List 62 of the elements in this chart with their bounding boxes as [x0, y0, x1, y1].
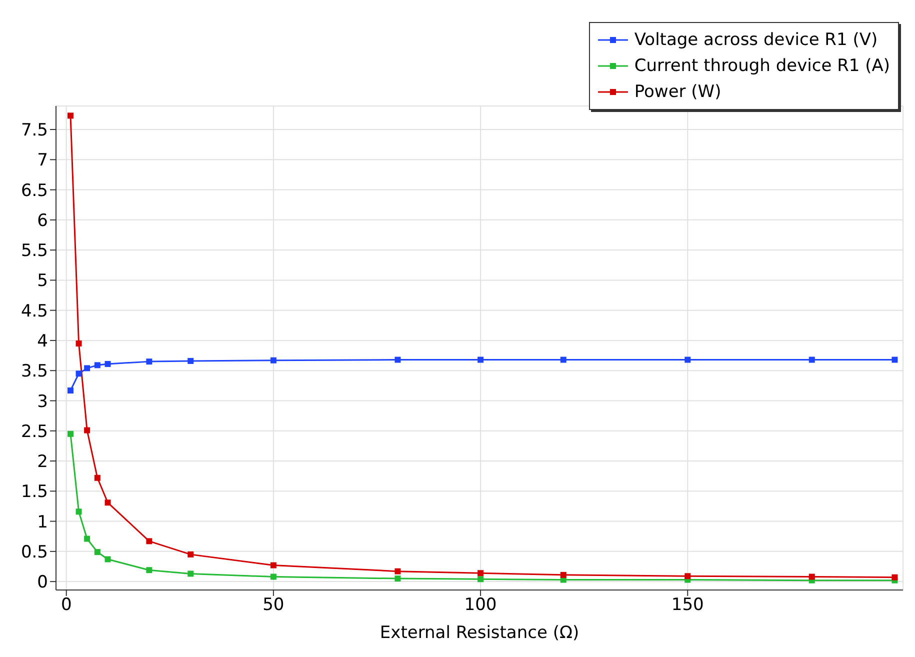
y-tick-label: 5	[37, 271, 48, 292]
point	[76, 340, 82, 346]
point	[146, 567, 152, 574]
point	[67, 430, 74, 437]
point	[808, 574, 815, 580]
point	[394, 568, 401, 574]
y-tick-label: 7	[37, 150, 48, 171]
point	[478, 576, 484, 582]
point	[104, 500, 111, 506]
point	[104, 360, 111, 367]
point	[270, 357, 276, 364]
y-tick-label: 5.5	[20, 241, 48, 262]
point	[188, 551, 194, 558]
point	[270, 574, 276, 580]
point	[94, 474, 100, 481]
point	[67, 387, 74, 394]
point	[146, 538, 152, 544]
y-tick-label: 7.5	[20, 120, 48, 141]
point	[84, 536, 90, 542]
x-tick-label: 150	[671, 595, 704, 616]
point	[104, 556, 111, 562]
y-tick-label: 0	[37, 572, 48, 593]
point	[146, 358, 152, 365]
y-tick-label: 6.5	[20, 180, 48, 201]
point	[76, 508, 82, 515]
y-tick-label: 3	[37, 392, 48, 412]
y-tick-label: 6	[37, 210, 48, 231]
y-tick-label: 1.5	[20, 482, 48, 502]
legend-label: Voltage across device R1 (V)	[634, 29, 878, 52]
point	[84, 427, 90, 434]
point	[478, 570, 484, 576]
y-tick-label: 0.5	[20, 542, 48, 562]
x-tick-label: 0	[60, 595, 72, 616]
point	[560, 356, 566, 363]
point	[94, 549, 100, 556]
y-tick-label: 3.5	[20, 362, 48, 382]
y-tick-label: 4.5	[20, 301, 48, 322]
x-tick-label: 50	[262, 595, 284, 616]
x-tick-label: 100	[464, 595, 497, 616]
y-tick-label: 1	[37, 512, 48, 532]
point	[394, 356, 401, 363]
legend-label: Power (W)	[634, 81, 722, 104]
point	[478, 356, 484, 363]
point	[67, 112, 74, 119]
point	[892, 574, 898, 580]
point	[560, 572, 566, 578]
point	[394, 576, 401, 582]
point	[270, 562, 276, 568]
point	[188, 358, 194, 364]
y-tick-label: 2	[37, 452, 48, 472]
point	[684, 356, 691, 363]
point	[76, 370, 82, 377]
point	[684, 573, 691, 580]
point	[188, 570, 194, 577]
y-tick-label: 4	[37, 332, 48, 352]
legend-label: Current through device R1 (A)	[634, 55, 890, 78]
point	[892, 356, 898, 363]
x-axis-title: External Resistance (Ω)	[380, 623, 580, 643]
point	[94, 362, 100, 368]
point	[808, 356, 815, 363]
point	[84, 365, 90, 372]
y-tick-label: 2.5	[20, 422, 48, 442]
